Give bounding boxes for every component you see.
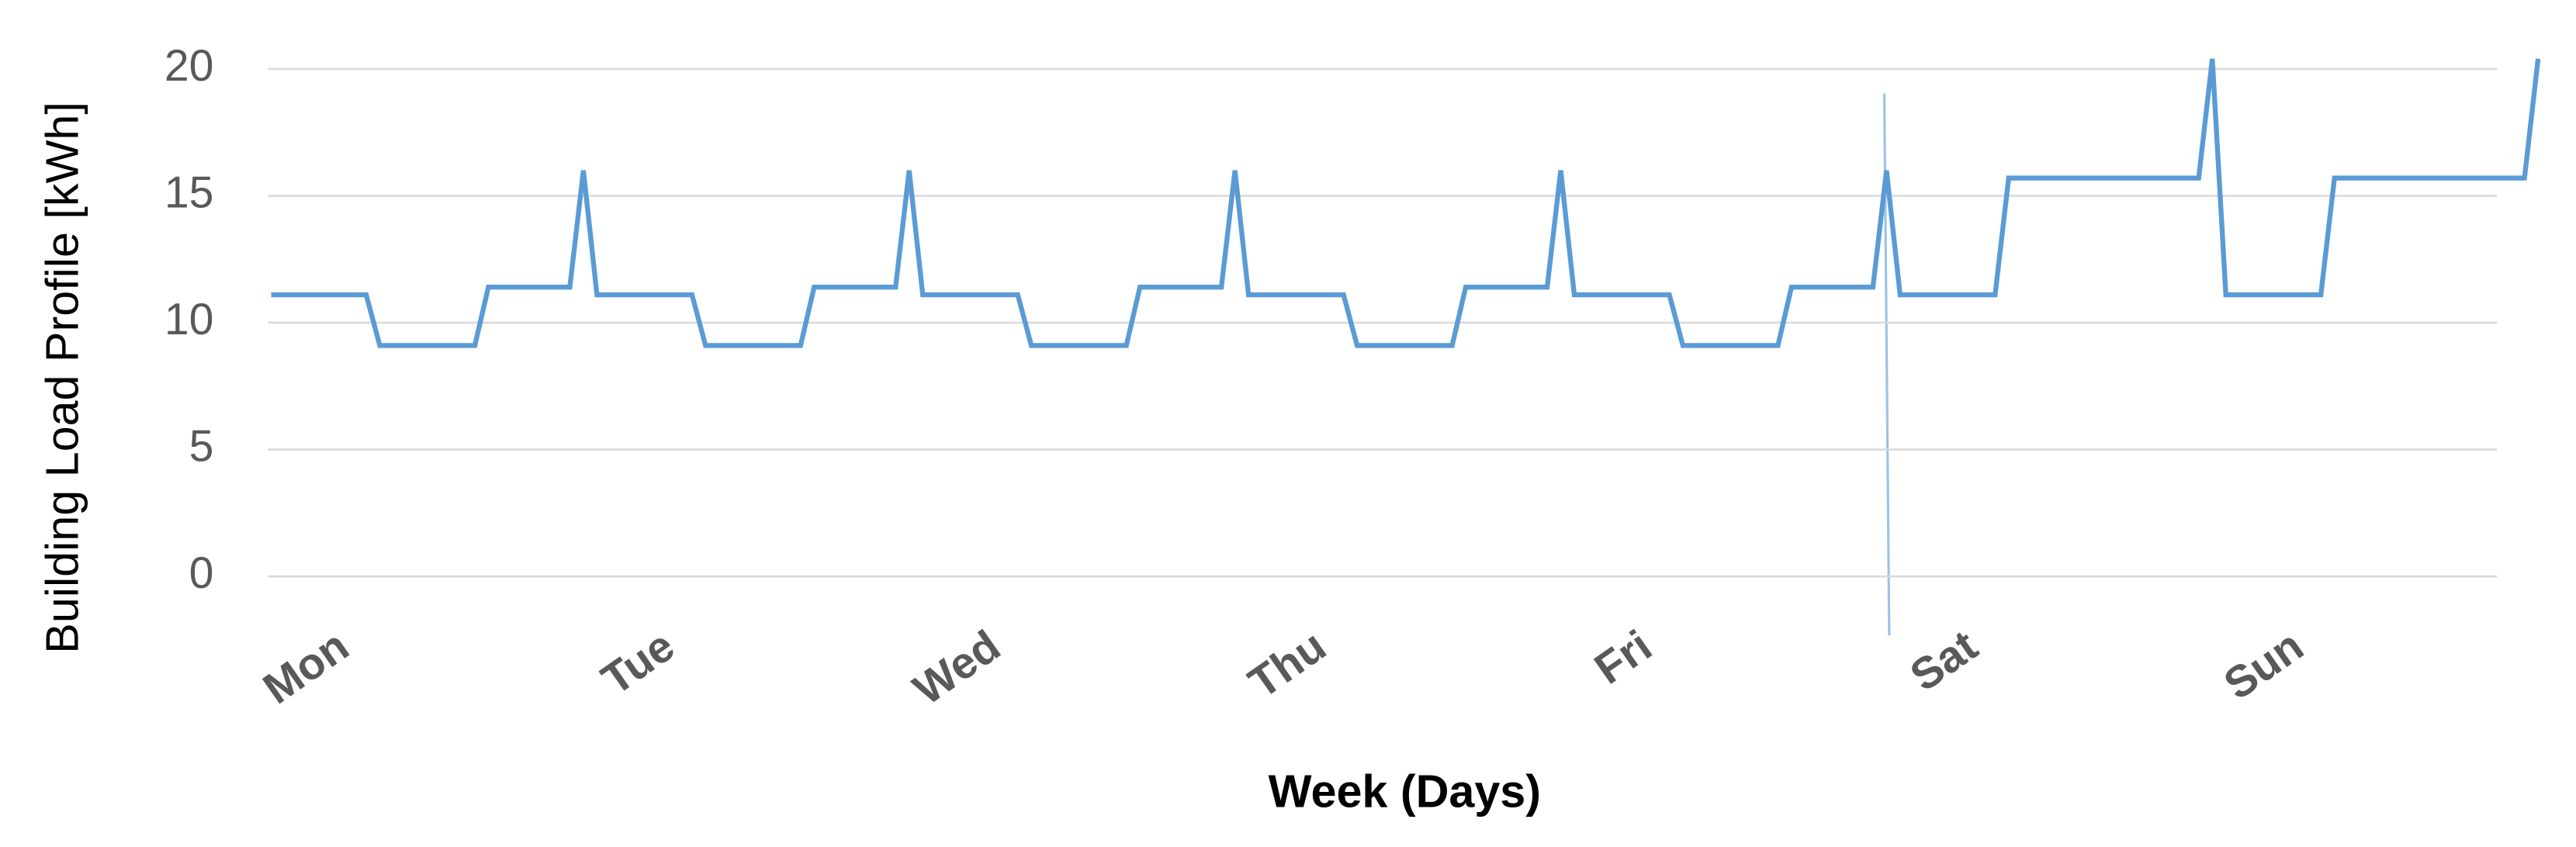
x-tick-label: Thu — [1240, 621, 1335, 708]
y-tick-label: 0 — [189, 548, 214, 598]
x-tick-label: Mon — [254, 621, 358, 714]
data-line — [271, 58, 2541, 348]
x-tick-label: Sat — [1902, 621, 1987, 700]
x-tick-label: Fri — [1586, 621, 1661, 693]
y-tick-label: 5 — [189, 422, 214, 472]
x-tick-label: Sun — [2215, 621, 2312, 709]
y-tick-label: 10 — [164, 295, 214, 344]
y-axis-title: Building Load Profile [kWh] — [36, 102, 88, 654]
y-tick-label: 15 — [164, 168, 214, 218]
x-tick-label: Tue — [593, 621, 683, 704]
x-tick-label: Wed — [905, 621, 1009, 714]
y-tick-label: 20 — [164, 41, 214, 91]
x-axis-title: Week (Days) — [1269, 765, 1541, 817]
